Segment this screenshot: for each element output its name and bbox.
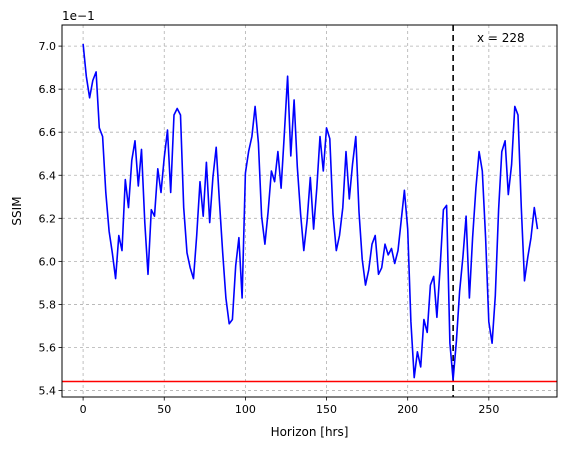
x-tick-label: 50 <box>157 403 171 416</box>
y-tick-label: 6.0 <box>39 255 57 268</box>
x-tick-label: 200 <box>397 403 418 416</box>
y-offset-label: 1e−1 <box>62 9 95 23</box>
x-tick-label: 0 <box>80 403 87 416</box>
y-tick-label: 5.4 <box>39 385 57 398</box>
y-tick-label: 6.2 <box>39 212 57 225</box>
x-tick-label: 100 <box>235 403 256 416</box>
grid-lines <box>62 25 557 397</box>
series-line <box>82 43 539 381</box>
plot-frame <box>61 24 558 398</box>
y-axis-ticks: 5.4 5.6 5.8 6.0 6.2 6.4 6.6 6.8 7.0 <box>39 40 62 398</box>
y-tick-label: 6.6 <box>39 126 57 139</box>
y-tick-label: 5.6 <box>39 341 57 354</box>
x-axis-label: Horizon [hrs] <box>271 425 349 439</box>
vertical-line-label: x = 228 <box>477 31 525 45</box>
x-tick-label: 250 <box>478 403 499 416</box>
y-tick-label: 6.4 <box>39 169 57 182</box>
y-axis-label: SSIM <box>10 196 24 225</box>
y-tick-label: 5.8 <box>39 298 57 311</box>
x-tick-label: 150 <box>316 403 337 416</box>
series-layer <box>82 43 539 381</box>
x-axis-ticks: 0 50 100 150 200 250 <box>80 397 499 416</box>
y-tick-label: 7.0 <box>39 40 57 53</box>
reference-lines <box>62 25 557 397</box>
y-tick-label: 6.8 <box>39 83 57 96</box>
